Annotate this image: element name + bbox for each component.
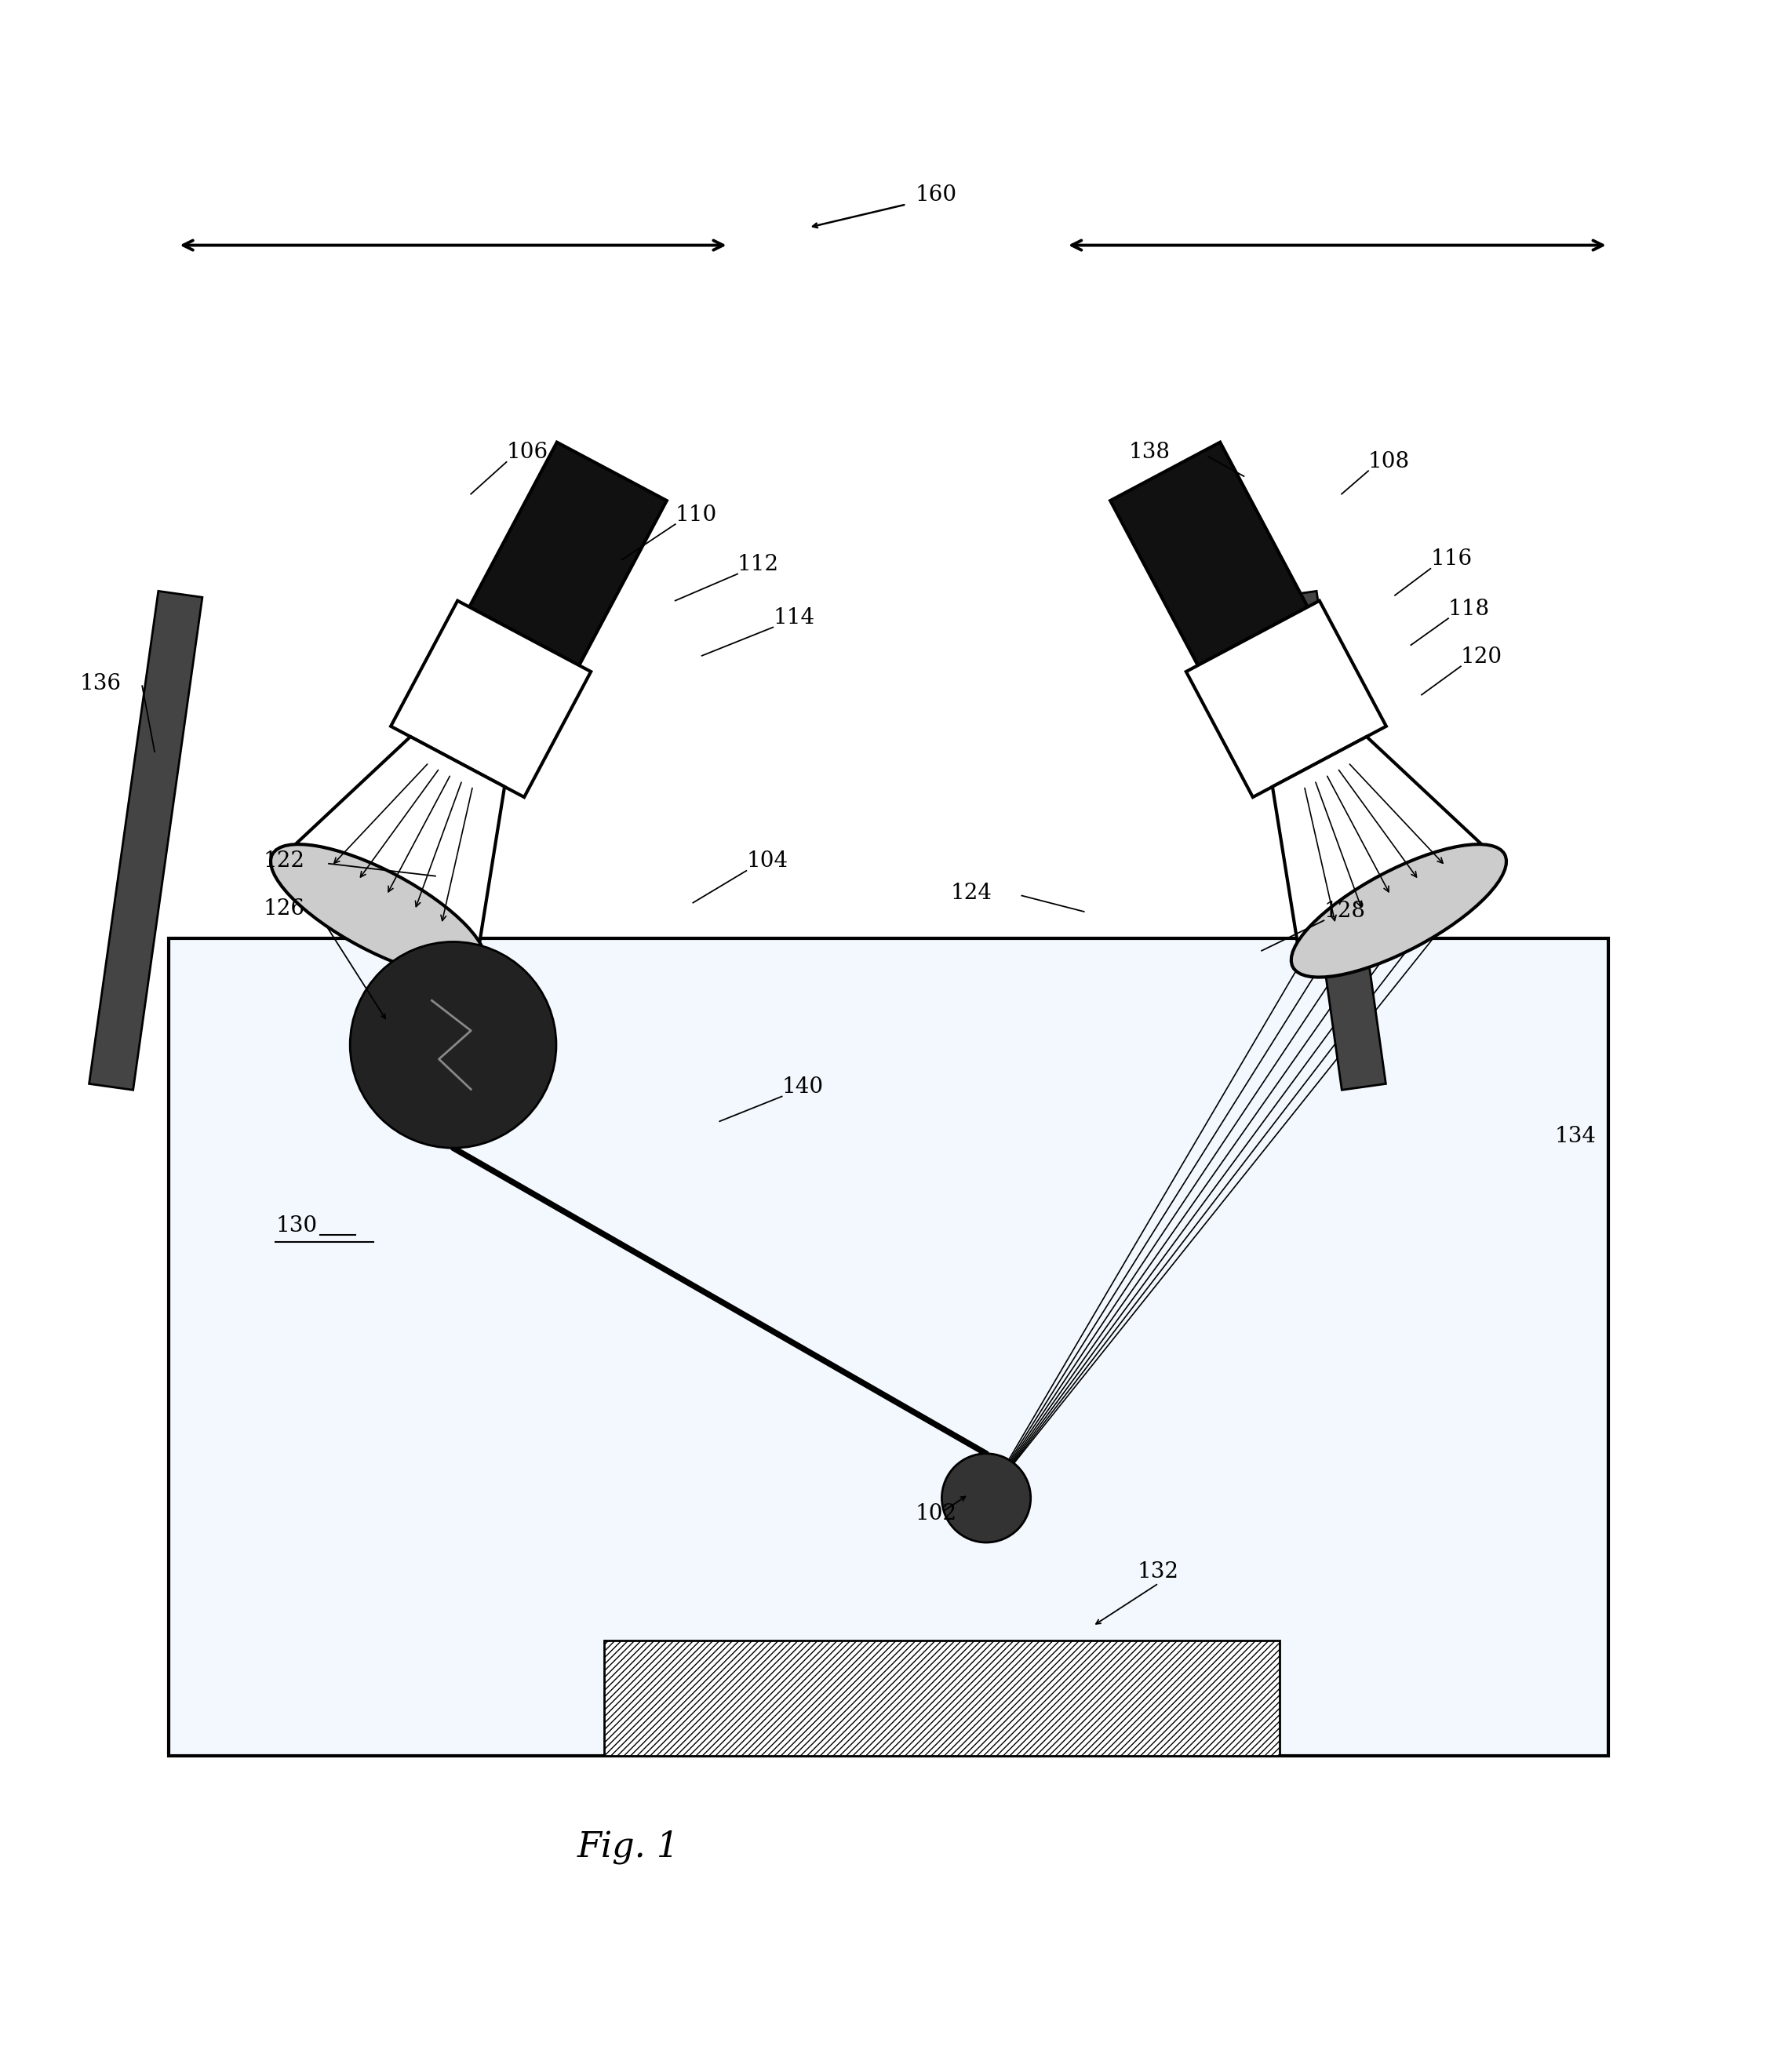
Text: 132: 132 bbox=[1137, 1562, 1178, 1583]
Polygon shape bbox=[1272, 738, 1496, 963]
Text: 140: 140 bbox=[782, 1075, 823, 1098]
Text: 114: 114 bbox=[773, 607, 814, 628]
Ellipse shape bbox=[270, 843, 485, 978]
Text: 110: 110 bbox=[675, 503, 718, 526]
Text: Fig. 1: Fig. 1 bbox=[578, 1830, 681, 1865]
Text: 138: 138 bbox=[1128, 441, 1169, 464]
Text: 106: 106 bbox=[506, 441, 547, 464]
Ellipse shape bbox=[942, 1455, 1031, 1542]
Text: 120: 120 bbox=[1461, 646, 1502, 667]
Bar bbox=[604, 1641, 1279, 1755]
Text: 108: 108 bbox=[1368, 452, 1409, 472]
Polygon shape bbox=[1185, 601, 1386, 798]
Polygon shape bbox=[391, 601, 592, 798]
Text: 136: 136 bbox=[80, 673, 121, 694]
Polygon shape bbox=[469, 441, 666, 665]
Text: 116: 116 bbox=[1430, 549, 1471, 570]
Text: 112: 112 bbox=[737, 553, 778, 576]
Bar bbox=[169, 939, 1608, 1755]
Text: 124: 124 bbox=[951, 883, 992, 903]
Text: 102: 102 bbox=[915, 1502, 956, 1525]
Polygon shape bbox=[281, 738, 505, 963]
Ellipse shape bbox=[350, 943, 556, 1148]
Text: 134: 134 bbox=[1555, 1127, 1596, 1148]
Text: 122: 122 bbox=[263, 852, 304, 872]
Polygon shape bbox=[89, 591, 203, 1090]
Text: 160: 160 bbox=[915, 184, 956, 205]
Bar bbox=[169, 939, 1608, 1755]
Text: 130: 130 bbox=[275, 1214, 316, 1237]
Polygon shape bbox=[1272, 591, 1386, 1090]
Ellipse shape bbox=[1292, 843, 1507, 978]
Text: 126: 126 bbox=[263, 899, 304, 920]
Polygon shape bbox=[1111, 441, 1308, 665]
Text: 118: 118 bbox=[1448, 599, 1489, 620]
Text: 128: 128 bbox=[1324, 901, 1365, 922]
Text: 104: 104 bbox=[746, 852, 787, 872]
